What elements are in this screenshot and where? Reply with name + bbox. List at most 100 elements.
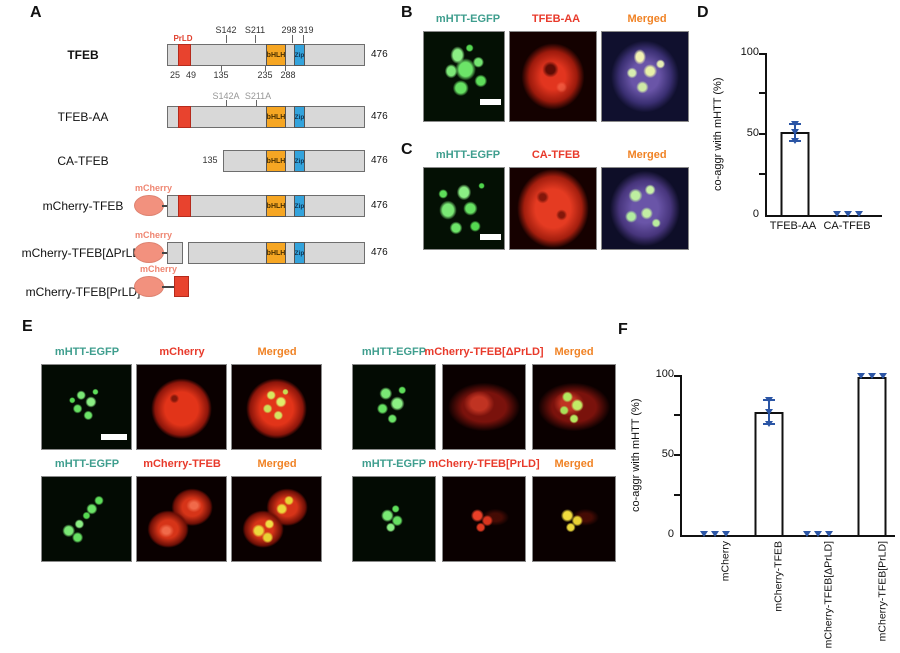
construct-name: TFEB-AA (57, 110, 109, 124)
micrograph-mhtt-egfp (352, 364, 436, 450)
scale-bar (480, 99, 501, 105)
length-label: 476 (371, 111, 388, 122)
y-tick-label: 100 (655, 368, 674, 380)
micrograph-merged (231, 476, 322, 562)
protein-bar-mcherry-tfeb-dprld: bHLH Zip (188, 242, 365, 264)
bhlh-domain-box: bHLH (266, 195, 286, 217)
residue-label: 25 (169, 70, 181, 80)
zip-domain-box: Zip (294, 242, 305, 264)
data-point-marker (700, 531, 708, 537)
data-points-mcherry-tfeb (759, 397, 779, 427)
phospho-site-label: S211 (244, 25, 266, 35)
micrograph-merged (601, 31, 689, 122)
data-point-marker (855, 211, 863, 217)
scale-bar (480, 234, 501, 240)
bhlh-domain-box: bHLH (266, 106, 286, 128)
channel-header: Merged (257, 458, 297, 470)
channel-header: mHTT-EGFP (435, 149, 501, 161)
construct-name: mCherry-TFEB[PrLD] (25, 285, 141, 299)
tick-mark (265, 66, 266, 71)
data-point-marker (825, 531, 833, 537)
tick-mark (221, 66, 222, 71)
micrograph-ca-tfeb (509, 167, 597, 250)
construct-name: TFEB (67, 48, 99, 62)
residue-label: 235 (257, 70, 273, 80)
mcherry-tag-label: mCherry (135, 230, 173, 240)
length-label: 476 (371, 247, 388, 258)
zip-domain-box: Zip (294, 195, 305, 217)
tick-mark (226, 100, 227, 106)
micrograph-mhtt-egfp (423, 167, 505, 250)
protein-bar-mcherry-tfeb: bHLH Zip (167, 195, 365, 217)
channel-header: Merged (554, 458, 594, 470)
y-tick (674, 414, 680, 416)
channel-header: mHTT-EGFP (361, 458, 427, 470)
connector-line (162, 286, 174, 288)
x-category-label: mCherry-TFEB[ΔPrLD] (822, 541, 834, 649)
bhlh-domain-box: bHLH (266, 150, 286, 172)
data-point-marker (833, 211, 841, 217)
connector-line (162, 205, 168, 207)
bhlh-domain-box: bHLH (266, 44, 286, 66)
data-point-marker (879, 372, 887, 379)
mcherry-tag-label: mCherry (140, 264, 178, 274)
panel-d-label: D (697, 4, 709, 21)
data-point-marker (765, 397, 773, 404)
panel-b-label: B (401, 4, 413, 21)
micrograph-mhtt-egfp (352, 476, 436, 562)
tick-mark (285, 66, 286, 71)
tick-mark (303, 35, 304, 43)
micrograph-mhtt-egfp (41, 476, 132, 562)
start-residue-label: 135 (202, 155, 218, 165)
bar-mcherry-tfeb (754, 411, 784, 535)
bar-mcherry-tfeb-prld (857, 376, 887, 535)
panel-c-label: C (401, 141, 413, 158)
y-tick-label: 0 (667, 528, 674, 540)
data-point-marker (868, 372, 876, 379)
panel-f-plot-area (674, 372, 895, 539)
data-points-mcherry-tfeb-prld (857, 372, 887, 381)
channel-header: mCherry-TFEB[PrLD] (428, 458, 540, 470)
channel-header: Merged (627, 13, 667, 25)
residue-label: 135 (213, 70, 229, 80)
panel-e-label: E (22, 318, 33, 335)
micrograph-mcherry (136, 364, 227, 450)
y-tick (674, 375, 680, 377)
residue-label: 288 (280, 70, 296, 80)
data-points-mcherry-tfeb-dprld (803, 531, 833, 539)
prld-domain-box (174, 276, 189, 297)
length-label: 476 (371, 200, 388, 211)
channel-header: Merged (554, 346, 594, 358)
prld-domain-box (178, 106, 191, 128)
bhlh-domain-box: bHLH (266, 242, 286, 264)
y-tick-label: 50 (661, 448, 674, 460)
data-point-marker (765, 420, 773, 427)
micrograph-merged (601, 167, 689, 250)
y-tick (759, 133, 765, 135)
micrograph-mhtt-egfp (423, 31, 505, 122)
panel-d-y-axis-label: co-aggr with mHTT (%) (712, 77, 724, 191)
micrograph-merged (532, 364, 616, 450)
channel-header: mCherry-TFEB (143, 458, 221, 470)
micrograph-mhtt-egfp (41, 364, 132, 450)
mcherry-tag-label: mCherry (135, 183, 173, 193)
data-point-marker (814, 531, 822, 537)
y-tick (674, 454, 680, 456)
y-tick (759, 92, 765, 94)
x-category-label: CA-TFEB (823, 220, 871, 232)
construct-name: mCherry-TFEB[ΔPrLD] (21, 246, 145, 260)
data-points-ca-tfeb (833, 211, 863, 219)
data-point-marker (857, 372, 865, 379)
panel-f-label: F (618, 321, 628, 338)
micrograph-mcherry-tfeb-prld (442, 476, 526, 562)
channel-header: mCherry (159, 346, 205, 358)
residue-label: 49 (185, 70, 197, 80)
zip-domain-box: Zip (294, 150, 305, 172)
channel-header: mHTT-EGFP (361, 346, 427, 358)
micrograph-tfeb-aa (509, 31, 597, 122)
construct-name: CA-TFEB (57, 154, 109, 168)
zip-domain-box: Zip (294, 106, 305, 128)
panel-d-plot-area (759, 53, 882, 219)
length-label: 476 (371, 155, 388, 166)
